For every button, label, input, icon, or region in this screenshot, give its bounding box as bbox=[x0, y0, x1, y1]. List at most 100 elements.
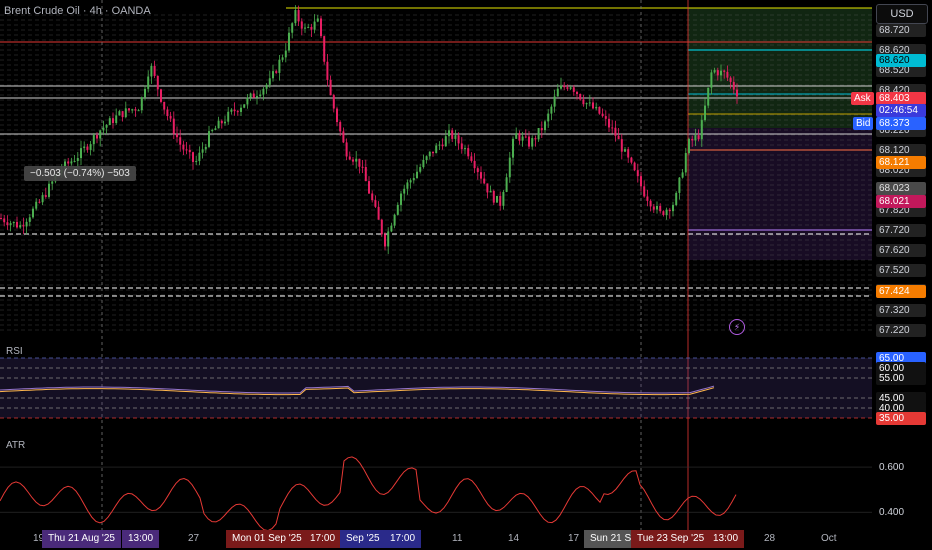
candle-body bbox=[105, 125, 108, 128]
candle-body bbox=[700, 120, 703, 140]
candle-body bbox=[704, 105, 706, 121]
candle-body bbox=[163, 101, 166, 110]
candle-body bbox=[540, 128, 543, 131]
candle-body bbox=[64, 161, 66, 170]
candle-body bbox=[620, 139, 623, 152]
candle-body bbox=[176, 133, 178, 138]
candle-body bbox=[422, 159, 425, 168]
candle-body bbox=[89, 144, 92, 150]
candle-body bbox=[371, 193, 374, 201]
rsi-tick-label: 55.00 bbox=[876, 372, 926, 385]
candle-body bbox=[499, 196, 502, 206]
candle-body bbox=[512, 138, 514, 158]
candle-body bbox=[448, 130, 450, 137]
candle-body bbox=[172, 118, 175, 134]
lightning-icon[interactable]: ⚡ bbox=[729, 319, 745, 335]
x-tick: 14 bbox=[508, 533, 520, 544]
candle-body bbox=[608, 118, 610, 128]
candle-body bbox=[416, 171, 418, 179]
level-orange-tag-1: 68.121 bbox=[876, 156, 926, 169]
candle-body bbox=[355, 158, 358, 162]
candle-body bbox=[646, 196, 649, 201]
candle-body bbox=[537, 128, 540, 140]
candle-body bbox=[368, 181, 370, 194]
candle-body bbox=[684, 153, 687, 173]
chart-area[interactable] bbox=[0, 0, 872, 530]
candle-body bbox=[348, 156, 351, 160]
candle-body bbox=[467, 148, 470, 157]
candle-body bbox=[486, 183, 489, 193]
candle-body bbox=[361, 166, 364, 168]
y-tick-label: 67.520 bbox=[876, 264, 926, 277]
candle-body bbox=[441, 144, 444, 147]
rsi-tick-label: 35.00 bbox=[876, 412, 926, 425]
date-badge: Sun 21 S bbox=[584, 530, 638, 548]
candle-body bbox=[252, 93, 255, 98]
candle-body bbox=[169, 116, 172, 119]
candle-body bbox=[188, 149, 191, 153]
date-badge: 17:00 bbox=[304, 530, 342, 548]
candle-body bbox=[332, 95, 335, 109]
candle-body bbox=[643, 186, 646, 197]
candle-body bbox=[144, 88, 146, 98]
candle-body bbox=[480, 172, 482, 179]
candle-body bbox=[310, 26, 313, 30]
candle-body bbox=[230, 109, 233, 112]
candle-body bbox=[185, 149, 188, 151]
candle-body bbox=[630, 157, 633, 163]
candle-body bbox=[656, 205, 658, 210]
candle-body bbox=[419, 167, 422, 172]
candle-body bbox=[25, 221, 28, 227]
candle-body bbox=[80, 148, 82, 159]
candle-body bbox=[297, 10, 300, 22]
candle-body bbox=[377, 206, 380, 220]
candle-body bbox=[470, 156, 473, 161]
candle-body bbox=[6, 222, 9, 226]
candle-body bbox=[16, 221, 18, 228]
date-badge: 17:00 bbox=[384, 530, 422, 548]
candle-body bbox=[329, 79, 332, 96]
chart-svg[interactable] bbox=[0, 0, 872, 530]
candle-body bbox=[585, 103, 588, 105]
candle-body bbox=[140, 97, 143, 111]
candle-body bbox=[124, 108, 127, 118]
candle-body bbox=[428, 151, 431, 157]
rsi-tick-label: 40.00 bbox=[876, 402, 926, 415]
currency-button[interactable]: USD bbox=[876, 4, 928, 24]
candle-body bbox=[444, 136, 447, 147]
candle-body bbox=[390, 225, 393, 232]
candle-body bbox=[214, 128, 217, 131]
candle-body bbox=[659, 205, 662, 212]
candle-body bbox=[547, 113, 550, 122]
candle-body bbox=[483, 178, 486, 184]
candle-body bbox=[668, 209, 671, 212]
candle-body bbox=[198, 152, 201, 162]
time-axis[interactable]: 19 Thu 21 Aug '25 13:00 27 Mon 01 Sep '2… bbox=[0, 530, 932, 550]
candle-body bbox=[611, 127, 614, 129]
x-tick: 19 bbox=[33, 533, 45, 544]
candle-body bbox=[563, 85, 566, 88]
candle-body bbox=[345, 142, 348, 157]
candle-body bbox=[675, 192, 678, 206]
candle-body bbox=[649, 200, 652, 207]
candle-body bbox=[51, 181, 54, 184]
candle-body bbox=[3, 218, 6, 223]
x-tick: Oct bbox=[821, 533, 837, 544]
candle-body bbox=[560, 85, 562, 89]
candle-body bbox=[592, 102, 594, 109]
candle-body bbox=[425, 156, 428, 160]
candle-body bbox=[624, 149, 626, 152]
candle-body bbox=[342, 131, 345, 143]
candle-body bbox=[134, 109, 137, 111]
candle-body bbox=[716, 70, 719, 76]
candle-body bbox=[588, 102, 591, 104]
candle-body bbox=[358, 158, 361, 167]
candle-body bbox=[672, 205, 674, 212]
candle-body bbox=[83, 146, 86, 149]
candle-body bbox=[435, 145, 438, 154]
candle-body bbox=[28, 217, 31, 222]
candle-body bbox=[323, 36, 326, 62]
level-pink-tag: 68.021 bbox=[876, 195, 926, 208]
candle-body bbox=[534, 138, 537, 140]
candle-body bbox=[403, 188, 406, 194]
